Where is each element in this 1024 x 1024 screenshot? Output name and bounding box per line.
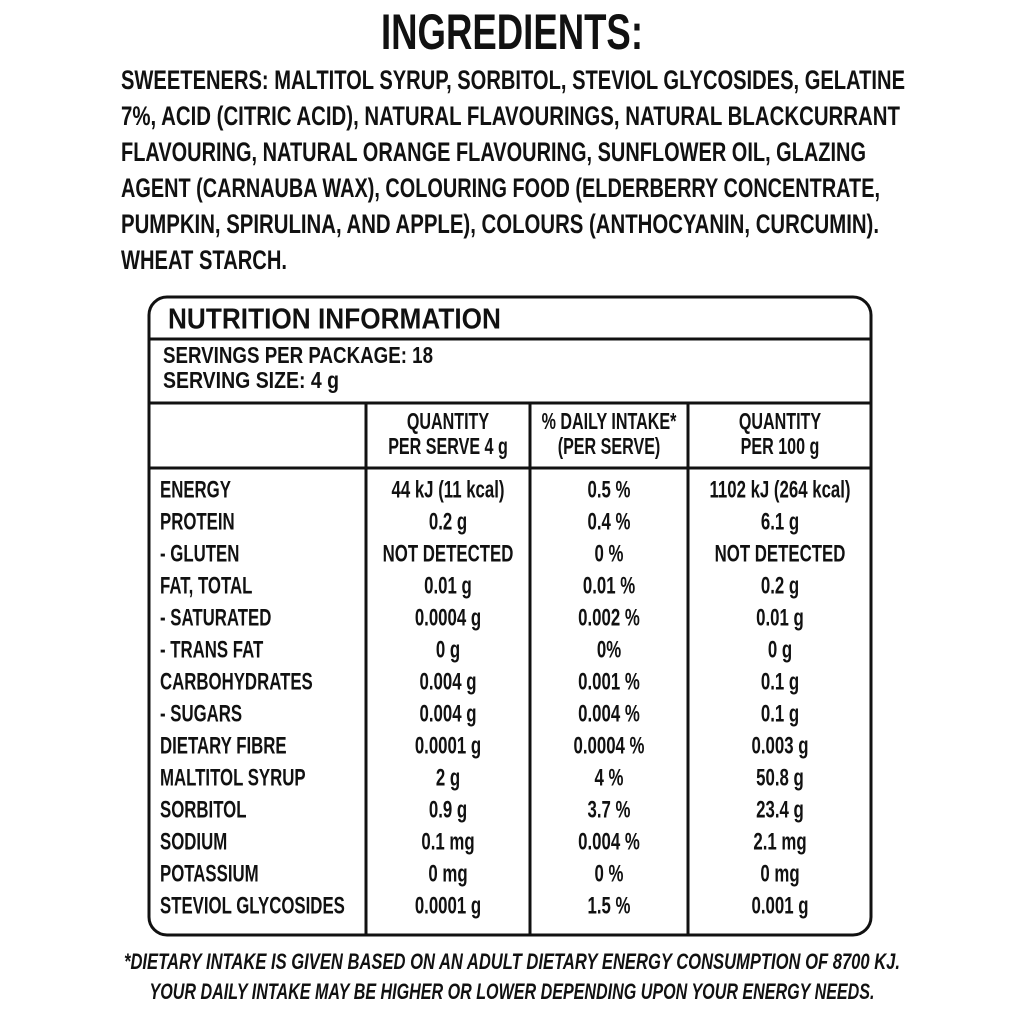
nutrient-value: 4 % <box>595 764 624 791</box>
title: INGREDIENTS: <box>381 4 643 60</box>
nutrient-value: 1102 kJ (264 kcal) <box>709 476 850 503</box>
nutrient-value: 2 g <box>436 764 460 791</box>
nutrient-value: 44 kJ (11 kcal) <box>391 476 504 503</box>
ingredients-line: SWEETENERS: MALTITOL SYRUP, SORBITOL, ST… <box>121 65 905 95</box>
nutrient-value: 23.4 g <box>756 796 804 823</box>
nutrient-value: NOT DETECTED <box>383 540 514 567</box>
nutrient-value: 0.004 % <box>578 700 640 727</box>
ingredients-line: FLAVOURING, NATURAL ORANGE FLAVOURING, S… <box>121 137 866 167</box>
nutrient-name: POTASSIUM <box>160 860 259 887</box>
nutrient-value: 0 mg <box>760 860 799 887</box>
nutrient-name: DIETARY FIBRE <box>160 732 287 759</box>
nutrient-value: 0.003 g <box>752 732 809 759</box>
nutrient-value: 0.002 % <box>578 604 640 631</box>
nutrient-value: 0.0001 g <box>415 732 481 759</box>
footnote: YOUR DAILY INTAKE MAY BE HIGHER OR LOWER… <box>150 979 875 1004</box>
ingredients-line: PUMPKIN, SPIRULINA, AND APPLE), COLOURS … <box>121 209 879 239</box>
nutrient-value: 0 % <box>595 540 624 567</box>
nutrient-value: 0.1 mg <box>421 828 474 855</box>
nutrient-value: 0 g <box>436 636 460 663</box>
nutrient-value: 0.2 g <box>761 572 799 599</box>
nutrient-value: 0% <box>597 636 621 663</box>
nutrient-name: FAT, TOTAL <box>160 572 252 599</box>
nutrient-value: 0 mg <box>428 860 467 887</box>
nutrient-name: - GLUTEN <box>160 540 239 567</box>
column-header: (PER SERVE) <box>558 433 661 459</box>
nutrition-title: NUTRITION INFORMATION <box>168 304 501 336</box>
nutrient-value: 2.1 mg <box>753 828 806 855</box>
nutrient-value: 0.0004 % <box>574 732 645 759</box>
nutrient-name: PROTEIN <box>160 508 235 535</box>
nutrient-value: 0.9 g <box>429 796 467 823</box>
nutrient-value: 0.01 % <box>583 572 635 599</box>
serving-size: SERVING SIZE: 4 g <box>163 367 339 393</box>
nutrient-value: 0.2 g <box>429 508 467 535</box>
nutrient-value: 6.1 g <box>761 508 799 535</box>
ingredients-line: 7%, ACID (CITRIC ACID), NATURAL FLAVOURI… <box>121 101 900 131</box>
nutrition-box <box>147 295 873 937</box>
nutrient-value: 0.0004 g <box>415 604 481 631</box>
nutrient-value: 0.001 % <box>578 668 640 695</box>
column-header: % DAILY INTAKE* <box>542 408 677 434</box>
nutrient-value: 0 g <box>768 636 792 663</box>
nutrient-value: NOT DETECTED <box>715 540 846 567</box>
nutrient-value: 0.4 % <box>588 508 631 535</box>
nutrient-value: 1.5 % <box>588 892 631 919</box>
nutrient-name: - SATURATED <box>160 604 271 631</box>
nutrient-name: ENERGY <box>160 476 231 503</box>
nutrient-value: 0.1 g <box>761 668 799 695</box>
nutrient-name: CARBOHYDRATES <box>160 668 313 695</box>
column-header: QUANTITY <box>739 408 821 434</box>
nutrient-value: 0.5 % <box>588 476 631 503</box>
nutrient-value: 0.01 g <box>424 572 472 599</box>
servings: SERVINGS PER PACKAGE: 18 <box>163 342 433 368</box>
nutrient-name: - SUGARS <box>160 700 242 727</box>
column-header: PER 100 g <box>741 433 820 459</box>
nutrient-value: 0.01 g <box>756 604 804 631</box>
nutrient-value: 0.0001 g <box>415 892 481 919</box>
column-header: PER SERVE 4 g <box>388 433 508 459</box>
nutrient-name: SODIUM <box>160 828 227 855</box>
ingredients-line: WHEAT STARCH. <box>121 245 287 275</box>
nutrient-value: 0.1 g <box>761 700 799 727</box>
nutrient-value: 50.8 g <box>756 764 804 791</box>
nutrient-value: 0.004 % <box>578 828 640 855</box>
nutrient-value: 0.004 g <box>420 700 477 727</box>
nutrient-value: 0 % <box>595 860 624 887</box>
nutrient-name: SORBITOL <box>160 796 246 823</box>
column-header: QUANTITY <box>407 408 489 434</box>
nutrient-value: 0.001 g <box>752 892 809 919</box>
nutrient-value: 0.004 g <box>420 668 477 695</box>
nutrient-name: - TRANS FAT <box>160 636 264 663</box>
nutrient-name: MALTITOL SYRUP <box>160 764 306 791</box>
footnote: *DIETARY INTAKE IS GIVEN BASED ON AN ADU… <box>124 949 900 974</box>
nutrient-name: STEVIOL GLYCOSIDES <box>160 892 345 919</box>
nutrient-value: 3.7 % <box>588 796 631 823</box>
ingredients-line: AGENT (CARNAUBA WAX), COLOURING FOOD (EL… <box>121 173 880 203</box>
